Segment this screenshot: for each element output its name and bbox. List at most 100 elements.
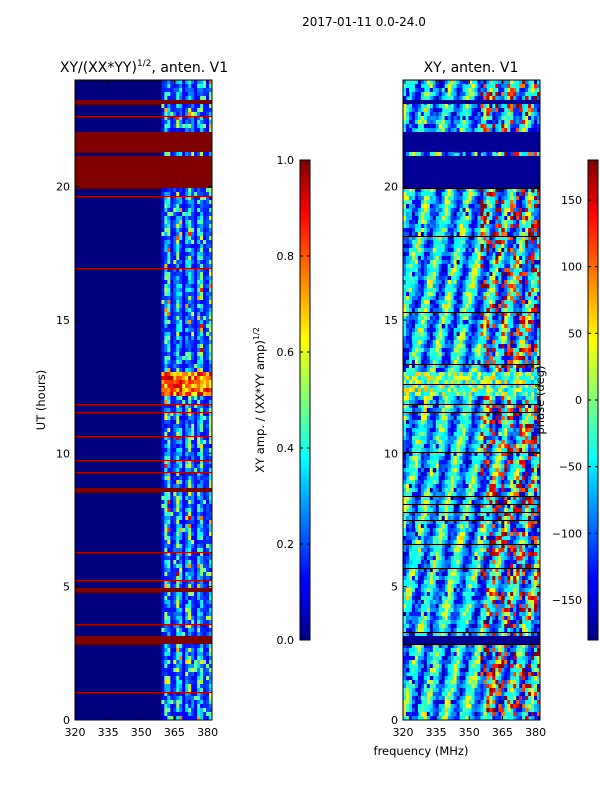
phase-cell [433, 272, 436, 277]
phase-cell [454, 308, 457, 313]
amplitude-ratio-cell [182, 324, 185, 329]
amplitude-ratio-cell [194, 644, 197, 649]
amplitude-ratio-cell [206, 332, 209, 337]
amplitude-ratio-cell [161, 676, 164, 681]
amplitude-ratio-cell [206, 504, 209, 509]
amplitude-ratio-cell [197, 432, 200, 437]
phase-cell [510, 296, 513, 301]
amplitude-ratio-cell [185, 660, 188, 665]
amplitude-ratio-cell [194, 288, 197, 293]
phase-cell [430, 80, 433, 85]
amplitude-ratio-cell [179, 336, 182, 341]
phase-cell [421, 112, 424, 117]
phase-cell [406, 360, 409, 365]
amplitude-ratio-cell [188, 660, 191, 665]
amplitude-ratio-cell [200, 88, 203, 93]
phase-cell [483, 336, 486, 341]
phase-cell [469, 92, 472, 97]
amplitude-ratio-cell [197, 448, 200, 453]
amplitude-ratio-cell [197, 244, 200, 249]
phase-cell [480, 276, 483, 281]
phase-cell [433, 84, 436, 89]
phase-cell [451, 92, 454, 97]
phase-cell [418, 360, 421, 365]
amplitude-ratio-cell [203, 632, 206, 637]
amplitude-ratio-cell [170, 516, 173, 521]
amplitude-ratio-cell [203, 344, 206, 349]
amplitude-ratio-cell [176, 496, 179, 501]
phase-cell [439, 232, 442, 237]
phase-cell [448, 340, 451, 345]
amplitude-ratio-cell [200, 288, 203, 293]
amplitude-ratio-cell [176, 316, 179, 321]
amplitude-ratio-cell [185, 292, 188, 297]
phase-cell [504, 88, 507, 93]
amplitude-ratio-cell [203, 572, 206, 577]
amplitude-ratio-cell [194, 384, 197, 389]
phase-cell [421, 372, 424, 377]
amplitude-ratio-cell [164, 416, 167, 421]
phase-cell [519, 88, 522, 93]
phase-cell [528, 152, 531, 157]
amplitude-ratio-cell [197, 452, 200, 457]
phase-cell [469, 248, 472, 253]
amplitude-ratio-cell [161, 224, 164, 229]
amplitude-ratio-cell [179, 556, 182, 561]
phase-cell [460, 224, 463, 229]
phase-cell [457, 96, 460, 101]
phase-cell [474, 240, 477, 245]
amplitude-ratio-cell [197, 284, 200, 289]
phase-cell [492, 96, 495, 101]
phase-cell [415, 200, 418, 205]
phase-cell [519, 204, 522, 209]
phase-cell [495, 344, 498, 349]
phase-cell [436, 228, 439, 233]
phase-cell [495, 324, 498, 329]
phase-cell [409, 288, 412, 293]
phase-cell [528, 88, 531, 93]
amplitude-ratio-cell [170, 428, 173, 433]
amplitude-ratio-cell [200, 332, 203, 337]
amplitude-ratio-cell [164, 420, 167, 425]
amplitude-ratio-cell [164, 584, 167, 589]
amplitude-ratio-cell [161, 344, 164, 349]
amplitude-ratio-cell [170, 396, 173, 401]
phase-cell [477, 88, 480, 93]
amplitude-ratio-cell [200, 476, 203, 481]
amplitude-ratio-cell [170, 364, 173, 369]
phase-cell [516, 292, 519, 297]
phase-cell [448, 124, 451, 129]
amplitude-ratio-cell [182, 544, 185, 549]
amplitude-ratio-cell [188, 508, 191, 513]
phase-cell [451, 352, 454, 357]
phase-cell [522, 220, 525, 225]
amplitude-ratio-cell [161, 536, 164, 541]
amplitude-ratio-cell [179, 284, 182, 289]
phase-cell [418, 108, 421, 113]
phase-cell [528, 128, 531, 133]
phase-cell [442, 228, 445, 233]
phase-cell [454, 208, 457, 213]
phase-cell [510, 204, 513, 209]
phase-cell [522, 228, 525, 233]
phase-cell [528, 340, 531, 345]
amplitude-ratio-cell [197, 80, 200, 85]
amplitude-ratio-cell [194, 240, 197, 245]
phase-cell [528, 196, 531, 201]
phase-cell [439, 376, 442, 381]
amplitude-ratio-cell [161, 128, 164, 133]
amplitude-ratio-cell [176, 660, 179, 665]
phase-cell [418, 376, 421, 381]
phase-cell [516, 264, 519, 269]
phase-cell [486, 152, 489, 157]
phase-cell [507, 372, 510, 377]
amplitude-ratio-cell [194, 316, 197, 321]
phase-cell [424, 112, 427, 117]
amplitude-ratio-cell [203, 556, 206, 561]
amplitude-ratio-cell [206, 272, 209, 277]
phase-cell [463, 128, 466, 133]
phase-cell [442, 268, 445, 273]
amplitude-ratio-cell [206, 484, 209, 489]
phase-cell [495, 192, 498, 197]
amplitude-ratio-cell [194, 688, 197, 693]
